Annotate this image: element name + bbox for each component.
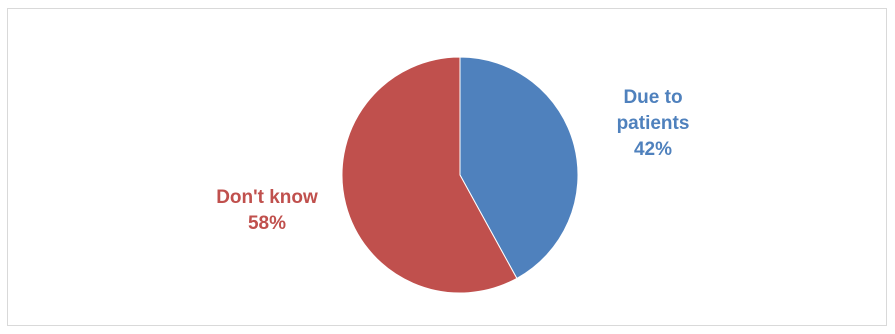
pie-chart bbox=[341, 56, 579, 294]
slice-label-line: Don't know bbox=[216, 187, 318, 208]
slice-label-dont-know: Don't know 58% bbox=[192, 185, 342, 237]
pie-slice-don-t-know bbox=[341, 56, 518, 294]
slice-label-line: patients bbox=[616, 113, 690, 134]
pie-slice-due-to-patients bbox=[459, 56, 579, 280]
slice-percent: 42% bbox=[633, 139, 673, 160]
slice-label-due-to-patients: Due to patients 42% bbox=[608, 85, 698, 163]
slice-label-line: Due to bbox=[623, 87, 683, 108]
chart-area: Due to patients 42% Don't know 58% bbox=[7, 8, 887, 326]
slice-percent: 58% bbox=[247, 213, 287, 234]
